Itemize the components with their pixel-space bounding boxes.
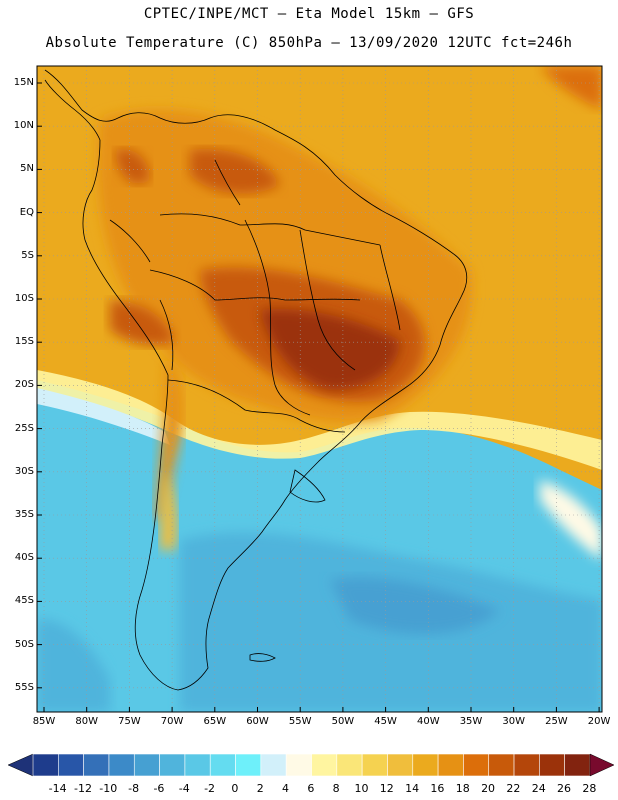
lat-label: EQ <box>19 206 34 218</box>
lat-label: 10N <box>13 120 34 132</box>
colorbar-swatch <box>83 753 110 777</box>
lat-label: 10S <box>14 293 34 304</box>
colorbar-label: 12 <box>379 782 394 795</box>
colorbar-label: 4 <box>282 782 290 795</box>
colorbar-label: -14 <box>48 782 67 795</box>
colorbar-label: 28 <box>582 782 597 795</box>
lat-label: 45S <box>14 595 34 607</box>
lon-label: 20W <box>587 716 611 727</box>
lon-label: 45W <box>374 716 397 727</box>
colorbar-label: -6 <box>153 782 165 795</box>
lat-label: 5S <box>21 249 34 261</box>
lon-label: 85W <box>32 716 56 727</box>
temperature-field <box>37 66 602 712</box>
colorbar-label: 8 <box>332 782 340 795</box>
coastline-outline <box>44 69 468 691</box>
colorbar-label: -2 <box>204 782 216 795</box>
colorbar-label: 10 <box>354 782 369 795</box>
colorbar-label: 2 <box>256 782 264 795</box>
colorbar-high-arrow <box>589 753 615 777</box>
colorbar-swatch <box>539 753 565 777</box>
lat-label: 15S <box>14 336 34 348</box>
colorbar-label: 14 <box>405 782 420 795</box>
lat-label: 50S <box>14 638 34 650</box>
colorbar-swatch <box>235 753 262 777</box>
colorbar-swatch <box>387 753 414 777</box>
temperature-colorbar <box>7 753 615 777</box>
colorbar-swatch <box>32 753 59 777</box>
map-subtitle: Absolute Temperature (C) 850hPa – 13/09/… <box>45 35 573 51</box>
lat-label: 35S <box>14 509 34 520</box>
colorbar-label: 16 <box>430 782 445 795</box>
lon-label: 75W <box>118 716 141 727</box>
colorbar-swatch <box>209 753 236 777</box>
lon-label: 30W <box>502 716 525 727</box>
colorbar-swatch <box>488 753 515 777</box>
colorbar-label: 20 <box>481 782 496 795</box>
lon-label: 50W <box>331 716 355 727</box>
colorbar-label: 18 <box>455 782 470 795</box>
colorbar-swatch <box>311 753 338 777</box>
lon-label: 70W <box>160 716 184 727</box>
lon-label: 80W <box>75 716 98 727</box>
colorbar-swatch <box>463 753 490 777</box>
lon-label: 65W <box>203 716 227 727</box>
lon-label: 35W <box>459 716 483 727</box>
colorbar-swatch <box>184 753 211 777</box>
lat-label: 30S <box>14 465 34 477</box>
colorbar-label: 26 <box>557 782 572 795</box>
colorbar-label: -4 <box>178 782 190 795</box>
colorbar-swatch <box>564 753 591 777</box>
colorbar-swatch <box>133 753 160 777</box>
colorbar-low-arrow <box>7 753 34 777</box>
colorbar-swatch <box>336 753 363 777</box>
colorbar-label: 22 <box>506 782 521 795</box>
axis-ticks <box>37 82 600 712</box>
colorbar-swatch <box>260 753 287 777</box>
colorbar-label: 24 <box>531 782 546 795</box>
colorbar-label: -8 <box>128 782 140 795</box>
colorbar-swatch <box>159 753 186 777</box>
lat-label: 5N <box>20 163 34 175</box>
colorbar-label: -12 <box>73 782 92 795</box>
lon-label: 55W <box>288 716 312 727</box>
lon-label: 40W <box>416 716 440 727</box>
colorbar-swatch <box>361 753 388 777</box>
colorbar-swatch <box>412 753 439 777</box>
lat-label: 15N <box>13 77 34 88</box>
lat-label: 55S <box>14 681 34 693</box>
lat-label: 25S <box>14 422 34 434</box>
map-title: CPTEC/INPE/MCT – Eta Model 15km – GFS <box>143 6 475 22</box>
colorbar-swatch <box>513 753 540 777</box>
lon-label: 60W <box>246 716 269 727</box>
colorbar-label: -10 <box>99 782 118 795</box>
map-frame <box>36 65 603 713</box>
colorbar-label: 6 <box>307 782 315 795</box>
colorbar-label: 0 <box>231 782 239 795</box>
lat-label: 40S <box>14 552 34 564</box>
colorbar-swatch <box>437 753 464 777</box>
lon-label: 25W <box>545 716 568 727</box>
colorbar-swatch <box>285 753 312 777</box>
lat-label: 20S <box>14 379 34 391</box>
colorbar-swatch <box>108 753 135 777</box>
colorbar-swatch <box>58 753 84 777</box>
